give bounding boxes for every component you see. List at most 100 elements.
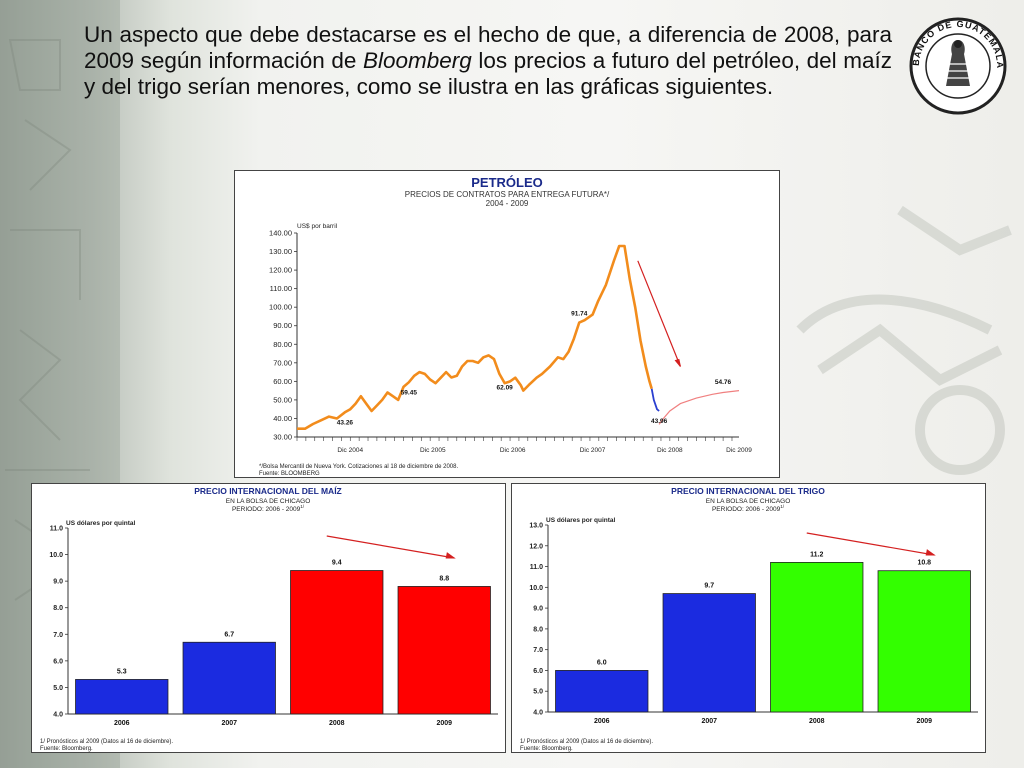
oil-y-tick-label: 130.00 (269, 247, 292, 256)
oil-y-tick-label: 40.00 (273, 414, 292, 423)
bar-trend-arrowhead (925, 549, 936, 556)
bar-y-tick-label: 8.0 (533, 626, 543, 633)
bar-y-tick-label: 11.0 (50, 526, 63, 533)
oil-data-label: 59.45 (401, 389, 418, 396)
bar-category-label: 2006 (594, 718, 610, 725)
bar-y-tick-label: 10.0 (49, 552, 63, 559)
bar-2007 (662, 593, 756, 713)
maiz-chart-ylabel: US dólares por quintal (66, 520, 136, 527)
paragraph-text-2: los precios a futuro del petróleo, del m… (84, 48, 892, 99)
bar-category-label: 2008 (809, 718, 825, 725)
oil-x-tick-label: Dic 2004 (337, 447, 363, 454)
bar-value-label: 9.7 (704, 583, 714, 590)
oil-y-tick-label: 120.00 (269, 266, 292, 275)
oil-y-tick-label: 60.00 (273, 377, 292, 386)
bar-y-tick-label: 11.0 (530, 564, 543, 571)
bar-trend-arrowhead (445, 552, 456, 559)
bar-y-tick-label: 6.0 (53, 658, 63, 665)
trigo-footnote-1: 1/ Pronósticos al 2009 (Datos al 16 de d… (520, 739, 653, 745)
bar-y-tick-label: 10.0 (529, 585, 543, 592)
oil-y-tick-label: 70.00 (273, 358, 292, 367)
oil-price-line (297, 244, 653, 430)
bar-category-label: 2006 (114, 720, 130, 727)
oil-chart-title: PETRÓLEO (471, 175, 543, 190)
trigo-chart-panel: PRECIO INTERNACIONAL DEL TRIGO EN LA BOL… (511, 483, 986, 753)
bar-category-label: 2009 (916, 718, 932, 725)
oil-y-tick-label: 30.00 (273, 433, 292, 442)
oil-y-tick-label: 110.00 (270, 284, 292, 293)
oil-chart-period: 2004 - 2009 (486, 199, 529, 208)
bar-value-label: 9.4 (332, 560, 342, 567)
oil-x-tick-label: Dic 2006 (500, 447, 526, 454)
oil-trend-arrowhead (674, 358, 681, 367)
bar-category-label: 2007 (221, 720, 237, 727)
oil-x-tick-label: Dic 2009 (726, 447, 752, 454)
oil-trend-arrow (637, 260, 681, 367)
oil-chart-ylabel: US$ por barril (297, 223, 338, 230)
bar-y-tick-label: 8.0 (53, 605, 63, 612)
oil-data-label: 54.76 (715, 379, 732, 386)
maiz-chart-subtitle-2: PERIODO: 2006 - 20091/ (232, 504, 305, 513)
oil-x-tick-label: Dic 2007 (580, 447, 606, 454)
bar-y-tick-label: 7.0 (53, 632, 63, 639)
bar-2009 (397, 586, 491, 715)
bar-y-tick-label: 9.0 (53, 579, 63, 586)
trigo-chart-ylabel: US dólares por quintal (546, 517, 616, 524)
paragraph-text-1: Un aspecto que debe destacarse es el hec… (84, 22, 892, 73)
bar-2006 (75, 679, 169, 715)
maiz-chart-subtitle-1: EN LA BOLSA DE CHICAGO (226, 498, 311, 505)
bar-y-tick-label: 5.0 (533, 689, 543, 696)
paragraph-emphasis: Bloomberg (362, 48, 472, 73)
bar-2009 (877, 570, 971, 713)
maiz-chart-title: PRECIO INTERNACIONAL DEL MAÍZ (194, 486, 342, 496)
bar-y-tick-label: 12.0 (529, 543, 543, 550)
bar-trend-arrow (806, 532, 935, 556)
oil-y-tick-label: 140.00 (269, 229, 292, 238)
oil-y-tick-label: 100.00 (269, 303, 292, 312)
oil-footnote-1: */Bolsa Mercantil de Nueva York. Cotizac… (259, 464, 458, 470)
oil-chart-subtitle: PRECIOS DE CONTRATOS PARA ENTREGA FUTURA… (405, 190, 610, 199)
oil-x-tick-label: Dic 2008 (657, 447, 683, 454)
oil-data-label: 91.74 (571, 311, 588, 318)
bar-y-tick-label: 6.0 (533, 668, 543, 675)
trigo-footnote-2: Fuente: Bloomberg. (520, 746, 573, 752)
bar-2007 (182, 641, 276, 715)
bar-2008 (290, 570, 384, 715)
bar-trend-arrow (326, 535, 455, 559)
bar-value-label: 10.8 (917, 560, 931, 567)
trigo-chart-subtitle-2: PERIODO: 2006 - 20091/ (712, 504, 785, 513)
bar-category-label: 2008 (329, 720, 345, 727)
oil-footnote-2: Fuente: BLOOMBERG (259, 471, 320, 477)
oil-y-tick-label: 50.00 (273, 395, 292, 404)
oil-forecast-line (658, 390, 740, 425)
oil-x-tick-label: Dic 2005 (420, 447, 446, 454)
oil-y-tick-label: 80.00 (273, 340, 292, 349)
bar-y-tick-label: 5.0 (53, 685, 63, 692)
bar-y-tick-label: 7.0 (533, 647, 543, 654)
bar-y-tick-label: 4.0 (533, 710, 543, 717)
bar-value-label: 11.2 (810, 551, 823, 558)
intro-paragraph: Un aspecto que debe destacarse es el hec… (84, 22, 892, 100)
bar-y-tick-label: 13.0 (529, 523, 543, 530)
bar-2008 (770, 562, 864, 713)
maiz-chart: PRECIO INTERNACIONAL DEL MAÍZ EN LA BOLS… (40, 486, 498, 752)
bar-category-label: 2009 (436, 720, 452, 727)
oil-data-label: 43.26 (337, 419, 354, 426)
oil-y-tick-label: 90.00 (273, 321, 292, 330)
bar-value-label: 5.3 (117, 668, 127, 675)
bar-value-label: 6.0 (597, 659, 607, 666)
oil-data-label: 62.09 (497, 384, 514, 391)
bar-category-label: 2007 (701, 718, 717, 725)
bar-y-tick-label: 4.0 (53, 712, 63, 719)
maiz-footnote-2: Fuente: Bloomberg. (40, 746, 93, 752)
bar-value-label: 6.7 (224, 631, 234, 638)
bar-2006 (555, 670, 649, 713)
trigo-chart-title: PRECIO INTERNACIONAL DEL TRIGO (671, 486, 825, 496)
oil-drop-line (650, 388, 660, 412)
banco-de-guatemala-seal: BANCO DE GUATEMALA (909, 17, 1007, 115)
bar-value-label: 8.8 (439, 575, 449, 582)
oil-chart-panel: PETRÓLEO PRECIOS DE CONTRATOS PARA ENTRE… (234, 170, 780, 478)
oil-data-label: 43.96 (651, 418, 668, 425)
maiz-footnote-1: 1/ Pronósticos al 2009 (Datos al 16 de d… (40, 739, 173, 745)
